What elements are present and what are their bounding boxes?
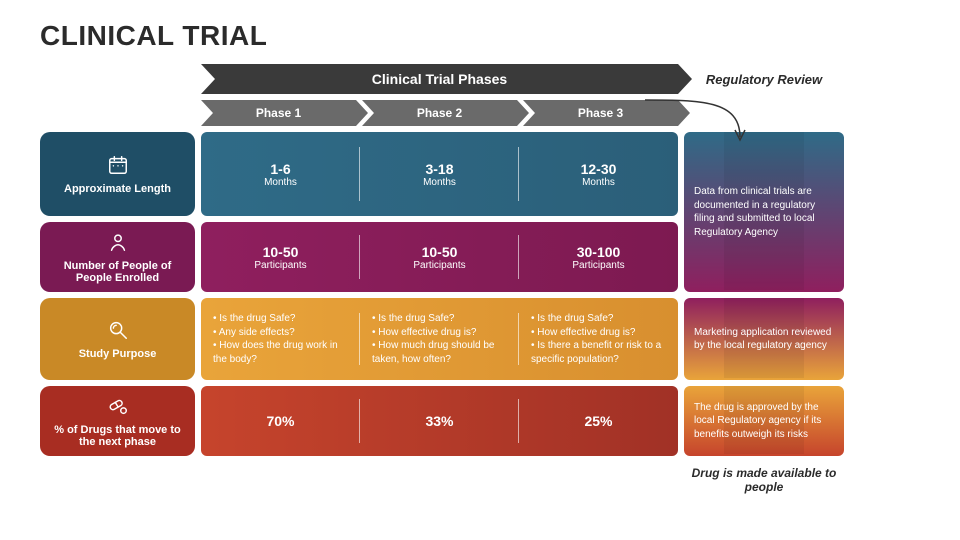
category-label: % of Drugs that move to the next phase bbox=[40, 386, 195, 456]
category-label-text: Study Purpose bbox=[79, 348, 157, 360]
row-block: Is the drug Safe?Any side effects?How do… bbox=[201, 298, 678, 380]
side-info-text: The drug is approved by the local Regula… bbox=[694, 401, 834, 442]
bullet-item: Is the drug Safe? bbox=[372, 312, 507, 326]
cell-value: 12-30 bbox=[581, 161, 617, 177]
side-info-box: The drug is approved by the local Regula… bbox=[684, 386, 844, 456]
side-info-text: Data from clinical trials are documented… bbox=[694, 185, 834, 239]
cell-sub: Participants bbox=[572, 260, 624, 271]
cell-value: 25% bbox=[584, 413, 612, 429]
header-review-label: Regulatory Review bbox=[684, 64, 844, 94]
person-icon bbox=[107, 231, 129, 256]
data-cell: 10-50Participants bbox=[201, 222, 360, 292]
side-info-box: Marketing application reviewed by the lo… bbox=[684, 298, 844, 380]
data-cell: 10-50Participants bbox=[360, 222, 519, 292]
cell-sub: Months bbox=[423, 177, 456, 188]
calendar-icon bbox=[107, 154, 129, 179]
data-cell: 33% bbox=[360, 386, 519, 456]
header-main-text: Clinical Trial Phases bbox=[372, 71, 507, 87]
data-cell: 12-30Months bbox=[519, 132, 678, 216]
cell-value: 33% bbox=[425, 413, 453, 429]
bullet-item: Is there a benefit or risk to a specific… bbox=[531, 339, 666, 366]
category-label-text: Approximate Length bbox=[64, 183, 171, 195]
header-main-arrow: Clinical Trial Phases bbox=[201, 64, 678, 94]
cell-sub: Participants bbox=[254, 260, 306, 271]
bullet-item: Any side effects? bbox=[213, 326, 348, 340]
data-cell: 3-18Months bbox=[360, 132, 519, 216]
data-cell: 25% bbox=[519, 386, 678, 456]
bullet-item: How effective drug is? bbox=[531, 326, 666, 340]
phase-tab-1: Phase 1 bbox=[201, 100, 356, 126]
bullet-item: How effective drug is? bbox=[372, 326, 507, 340]
cell-sub: Months bbox=[582, 177, 615, 188]
data-cell: Is the drug Safe?Any side effects?How do… bbox=[201, 298, 360, 380]
cell-value: 10-50 bbox=[263, 244, 299, 260]
connector-arrow bbox=[640, 92, 760, 142]
row-block: 1-6Months3-18Months12-30Months bbox=[201, 132, 678, 216]
cell-sub: Participants bbox=[413, 260, 465, 271]
cell-value: 1-6 bbox=[270, 161, 290, 177]
data-cell: Is the drug Safe?How effective drug is?I… bbox=[519, 298, 678, 380]
page-title: CLINICAL TRIAL bbox=[40, 20, 920, 52]
data-cell: Is the drug Safe?How effective drug is?H… bbox=[360, 298, 519, 380]
data-cell: 1-6Months bbox=[201, 132, 360, 216]
cell-value: 10-50 bbox=[422, 244, 458, 260]
cell-value: 3-18 bbox=[425, 161, 453, 177]
cell-sub: Months bbox=[264, 177, 297, 188]
bullet-item: How does the drug work in the body? bbox=[213, 339, 348, 366]
bullet-item: How much drug should be taken, how often… bbox=[372, 339, 507, 366]
phase-tab-2: Phase 2 bbox=[362, 100, 517, 126]
data-cell: 70% bbox=[201, 386, 360, 456]
magnify-icon bbox=[107, 319, 129, 344]
cell-value: 30-100 bbox=[577, 244, 621, 260]
infographic-grid: Clinical Trial Phases Regulatory Review … bbox=[40, 64, 920, 494]
category-label: Approximate Length bbox=[40, 132, 195, 216]
side-info-box: Data from clinical trials are documented… bbox=[684, 132, 844, 292]
bullet-item: Is the drug Safe? bbox=[213, 312, 348, 326]
row-block: 10-50Participants10-50Participants30-100… bbox=[201, 222, 678, 292]
bullet-item: Is the drug Safe? bbox=[531, 312, 666, 326]
pill-icon bbox=[107, 395, 129, 420]
category-label: Study Purpose bbox=[40, 298, 195, 380]
category-label-text: Number of People of People Enrolled bbox=[48, 260, 187, 284]
category-label: Number of People of People Enrolled bbox=[40, 222, 195, 292]
category-label-text: % of Drugs that move to the next phase bbox=[48, 424, 187, 448]
data-cell: 30-100Participants bbox=[519, 222, 678, 292]
footer-caption: Drug is made available to people bbox=[684, 462, 844, 494]
cell-value: 70% bbox=[266, 413, 294, 429]
side-info-text: Marketing application reviewed by the lo… bbox=[694, 326, 834, 353]
row-block: 70% 33% 25% bbox=[201, 386, 678, 456]
